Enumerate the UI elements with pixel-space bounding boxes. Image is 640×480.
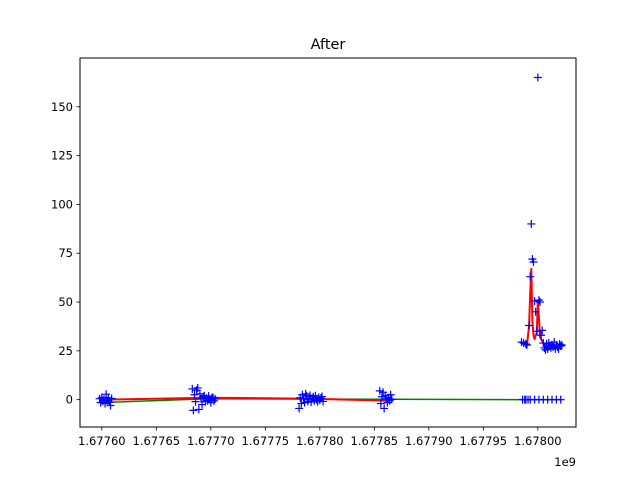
data-point bbox=[387, 395, 396, 404]
data-point bbox=[375, 386, 384, 395]
x-tick-label: 1.67760 bbox=[78, 434, 126, 448]
x-offset-label: 1e9 bbox=[554, 455, 576, 469]
x-tick-label: 1.67765 bbox=[133, 434, 181, 448]
data-point bbox=[319, 397, 328, 406]
data-point bbox=[194, 405, 203, 414]
x-tick-label: 1.67795 bbox=[460, 434, 508, 448]
data-point bbox=[521, 340, 530, 349]
data-point bbox=[522, 341, 531, 349]
data-point bbox=[557, 341, 566, 349]
data-point bbox=[530, 297, 539, 306]
chart-title: After bbox=[311, 37, 346, 53]
data-point bbox=[297, 399, 306, 408]
data-point bbox=[536, 298, 545, 307]
axes-frame bbox=[79, 57, 577, 428]
data-point bbox=[538, 326, 547, 335]
y-tick-label: 75 bbox=[58, 246, 73, 260]
data-point bbox=[534, 296, 543, 305]
data-point bbox=[533, 73, 542, 82]
data-point bbox=[527, 219, 536, 228]
data-point bbox=[211, 394, 220, 403]
data-point bbox=[206, 398, 215, 407]
plot-area bbox=[95, 73, 566, 415]
data-point bbox=[188, 384, 197, 393]
data-point bbox=[537, 331, 546, 340]
data-point bbox=[99, 395, 108, 404]
data-point bbox=[311, 391, 320, 400]
data-point bbox=[104, 393, 113, 402]
data-point bbox=[107, 394, 116, 403]
axes: 0 25 50 75 100 125 150 1.67760 1.67765 1.67770 1.6… bbox=[51, 57, 577, 448]
x-tick-label: 1.67780 bbox=[296, 434, 344, 448]
data-point bbox=[556, 341, 565, 350]
series-line-2 bbox=[101, 396, 388, 402]
y-tick-label: 0 bbox=[66, 393, 73, 407]
data-point bbox=[531, 307, 540, 316]
x-tick-label: 1.67770 bbox=[187, 434, 235, 448]
x-tick-label: 1.67775 bbox=[242, 434, 290, 448]
data-point bbox=[529, 258, 538, 267]
data-point bbox=[106, 401, 115, 410]
data-point bbox=[556, 395, 565, 404]
data-point bbox=[210, 396, 219, 405]
x-tick-label: 1.67785 bbox=[351, 434, 399, 448]
data-point bbox=[189, 406, 198, 415]
data-point bbox=[318, 392, 327, 401]
data-point bbox=[191, 397, 200, 406]
data-point bbox=[526, 272, 535, 281]
data-point bbox=[298, 390, 307, 399]
y-tick-label: 50 bbox=[58, 295, 73, 309]
data-point bbox=[376, 399, 385, 408]
data-point bbox=[525, 321, 534, 330]
x-tick-label: 1.67800 bbox=[514, 434, 562, 448]
y-tick-label: 150 bbox=[51, 100, 73, 114]
data-point bbox=[386, 390, 395, 399]
y-tick-label: 100 bbox=[51, 197, 73, 211]
data-point bbox=[295, 404, 304, 413]
data-point bbox=[380, 404, 389, 413]
data-point bbox=[190, 390, 199, 399]
x-tick-label: 1.67790 bbox=[405, 434, 453, 448]
data-point bbox=[193, 383, 202, 392]
y-tick-label: 25 bbox=[58, 344, 73, 358]
data-point bbox=[377, 392, 386, 401]
data-point bbox=[532, 327, 541, 336]
y-tick-label: 125 bbox=[51, 149, 73, 163]
